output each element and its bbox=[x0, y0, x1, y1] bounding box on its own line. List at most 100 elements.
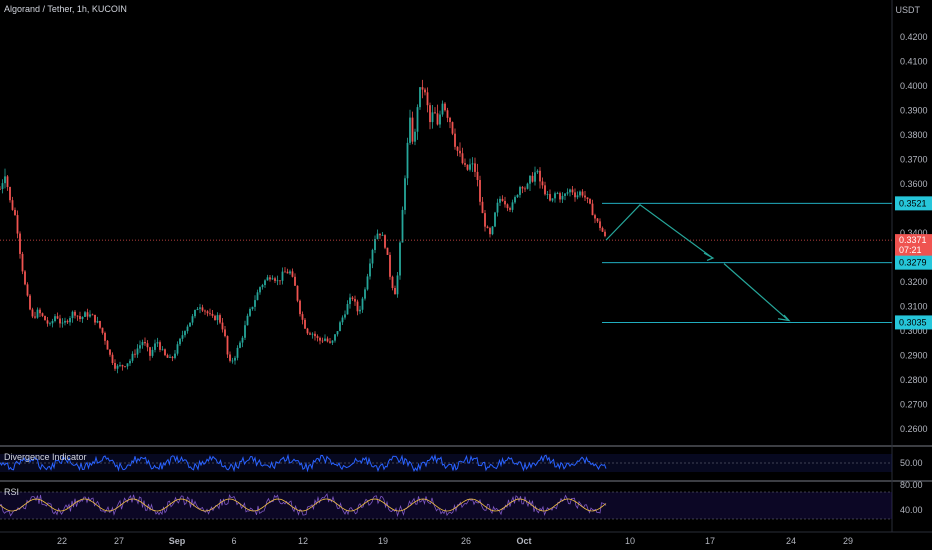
candle-body bbox=[421, 87, 424, 90]
candle-body bbox=[241, 337, 244, 343]
x-tick-label: 10 bbox=[625, 536, 635, 546]
candle-body bbox=[536, 170, 539, 173]
candle-body bbox=[176, 344, 179, 354]
candle-body bbox=[214, 315, 216, 321]
candle-body bbox=[244, 325, 246, 338]
candle-body bbox=[576, 195, 579, 198]
candle-body bbox=[409, 117, 411, 143]
candle-body bbox=[29, 295, 31, 310]
y-tick-label: 0.3400 bbox=[900, 228, 928, 238]
candle-body bbox=[461, 153, 464, 164]
candle-body bbox=[159, 342, 161, 350]
candle-body bbox=[269, 277, 271, 280]
level-label: 0.3521 bbox=[899, 198, 927, 208]
candle-body bbox=[146, 343, 149, 348]
candle-body bbox=[449, 117, 451, 123]
candle-body bbox=[361, 298, 364, 310]
divergence-line bbox=[0, 453, 607, 473]
candle-body bbox=[491, 226, 494, 235]
candle-body bbox=[511, 202, 514, 210]
candle-body bbox=[339, 322, 341, 332]
candle-body bbox=[141, 342, 144, 346]
candle-body bbox=[259, 287, 261, 293]
candle-body bbox=[209, 313, 211, 315]
candle-body bbox=[531, 175, 534, 182]
candle-body bbox=[571, 189, 574, 193]
candle-body bbox=[351, 297, 354, 299]
candle-body bbox=[441, 103, 444, 115]
rsi-label: RSI bbox=[4, 487, 20, 497]
candle-body bbox=[324, 338, 326, 341]
level-badge bbox=[895, 196, 932, 211]
candle-body bbox=[234, 357, 236, 361]
candle-body bbox=[591, 203, 594, 216]
candle-body bbox=[181, 335, 184, 339]
candle-body bbox=[549, 194, 551, 201]
rsi-signal-line bbox=[0, 498, 607, 512]
rsi-tick-label: 40.00 bbox=[900, 505, 923, 515]
candle-body bbox=[596, 218, 599, 222]
candle-body bbox=[281, 271, 284, 281]
candle-body bbox=[321, 340, 324, 342]
x-tick-label: 29 bbox=[843, 536, 853, 546]
candle-body bbox=[371, 249, 374, 264]
candle-body bbox=[364, 289, 366, 299]
candle-body bbox=[504, 200, 506, 205]
candle-body bbox=[494, 212, 496, 227]
candle-body bbox=[236, 347, 239, 358]
candle-body bbox=[9, 186, 11, 201]
candle-body bbox=[581, 191, 584, 196]
candle-body bbox=[556, 193, 559, 194]
candle-body bbox=[249, 309, 251, 316]
candle-body bbox=[501, 198, 504, 201]
projection-arrow bbox=[605, 204, 713, 258]
candle-body bbox=[111, 354, 114, 363]
candle-body bbox=[291, 271, 294, 277]
arrow-head bbox=[703, 252, 715, 261]
candle-body bbox=[554, 193, 556, 199]
candle-body bbox=[529, 175, 531, 184]
candle-body bbox=[144, 342, 146, 344]
divergence-indicator-label: Divergence Indicator bbox=[4, 452, 87, 462]
candle-body bbox=[39, 309, 41, 314]
y-tick-label: 0.3800 bbox=[900, 130, 928, 140]
candle-body bbox=[526, 183, 529, 189]
candle-body bbox=[131, 353, 134, 361]
candle-body bbox=[264, 280, 266, 286]
candle-body bbox=[329, 341, 331, 343]
candle-body bbox=[374, 239, 376, 250]
candle-body bbox=[304, 319, 306, 329]
candle-body bbox=[376, 233, 379, 240]
candle-body bbox=[444, 103, 446, 111]
candle-body bbox=[579, 191, 581, 196]
candle-body bbox=[439, 114, 441, 125]
candle-body bbox=[414, 131, 416, 142]
candle-body bbox=[191, 316, 194, 323]
candle-body bbox=[366, 276, 369, 290]
candle-body bbox=[94, 314, 96, 323]
candle-body bbox=[604, 231, 606, 237]
arrow-head bbox=[777, 314, 791, 322]
candle-body bbox=[326, 338, 329, 342]
candle-body bbox=[544, 185, 546, 195]
x-tick-label: 6 bbox=[231, 536, 236, 546]
countdown-label: 07:21 bbox=[899, 245, 922, 255]
candle-body bbox=[74, 311, 76, 316]
candle-body bbox=[4, 176, 6, 184]
candle-body bbox=[516, 194, 519, 198]
candle-body bbox=[201, 307, 204, 311]
candle-body bbox=[19, 233, 21, 254]
candle-body bbox=[229, 354, 231, 361]
candle-body bbox=[289, 271, 291, 274]
candle-body bbox=[311, 333, 314, 335]
candle-body bbox=[189, 322, 191, 327]
candle-body bbox=[1, 183, 4, 189]
current-price-label: 0.3371 bbox=[899, 235, 927, 245]
candle-body bbox=[346, 304, 349, 315]
candle-body bbox=[391, 276, 394, 289]
candle-body bbox=[479, 179, 481, 202]
candle-body bbox=[594, 215, 596, 219]
candle-body bbox=[514, 197, 516, 203]
candle-body bbox=[454, 133, 456, 147]
